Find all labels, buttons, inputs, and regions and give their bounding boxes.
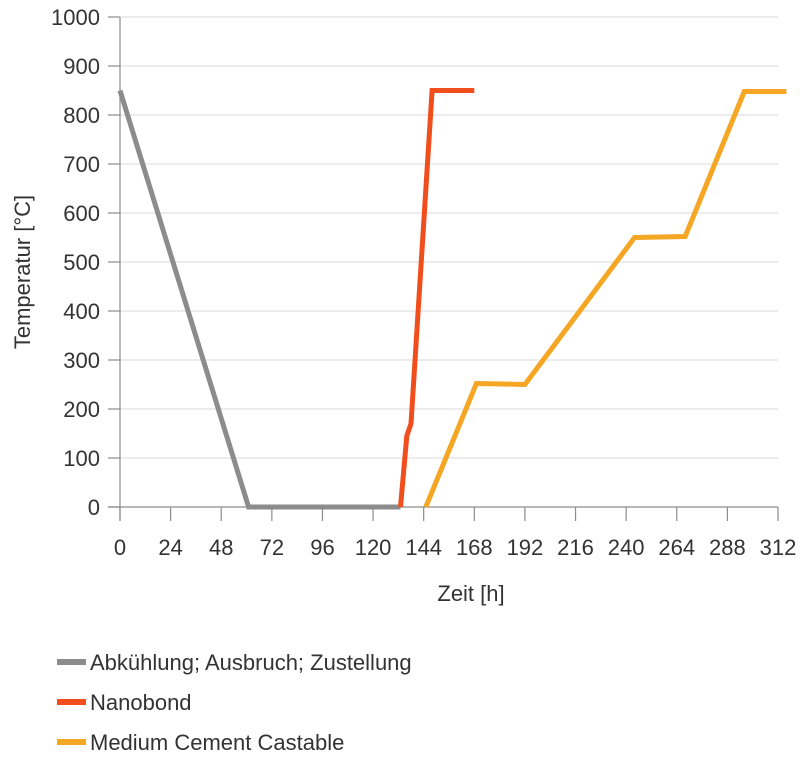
legend-label: Abkühlung; Ausbruch; Zustellung: [90, 650, 412, 675]
y-tick-label: 700: [63, 152, 100, 177]
y-axis-title: Temperatur [°C]: [10, 195, 35, 349]
series-line-2: [398, 88, 475, 508]
y-tick-label: 800: [63, 103, 100, 128]
series: [117, 88, 787, 510]
x-tick-label: 144: [405, 535, 442, 560]
x-tick-label: 312: [760, 535, 797, 560]
legend-item: Medium Cement Castable: [57, 730, 344, 755]
x-tick-label: 240: [608, 535, 645, 560]
legend: Abkühlung; Ausbruch; Zustellung Nanobond M…: [57, 650, 412, 755]
y-tick-label: 100: [63, 446, 100, 471]
y-tick-label: 1000: [51, 5, 100, 30]
tick-labels: 0 100 200 300 400 500 600 700 800 900 1000 0 24 48 72 9…: [51, 5, 796, 560]
x-tick-label: 0: [114, 535, 126, 560]
y-tick-label: 900: [63, 54, 100, 79]
axes: [108, 16, 779, 521]
x-tick-label: 264: [658, 535, 695, 560]
series-line-1: [117, 89, 401, 510]
x-tick-label: 96: [310, 535, 334, 560]
grid: [120, 16, 778, 459]
x-tick-label: 72: [260, 535, 284, 560]
y-tick-label: 300: [63, 348, 100, 373]
x-tick-label: 192: [507, 535, 544, 560]
x-tick-label: 48: [209, 535, 233, 560]
x-tick-label: 168: [456, 535, 493, 560]
legend-item: Abkühlung; Ausbruch; Zustellung: [57, 650, 412, 675]
x-tick-label: 216: [557, 535, 594, 560]
x-tick-label: 120: [355, 535, 392, 560]
legend-label: Medium Cement Castable: [90, 730, 344, 755]
y-tick-label: 500: [63, 250, 100, 275]
legend-item: Nanobond: [57, 690, 192, 715]
y-tick-label: 0: [88, 495, 100, 520]
x-tick-label: 288: [709, 535, 746, 560]
legend-label: Nanobond: [90, 690, 192, 715]
y-tick-label: 400: [63, 299, 100, 324]
series-line-3: [423, 89, 787, 508]
y-tick-label: 600: [63, 201, 100, 226]
x-axis-title: Zeit [h]: [437, 581, 504, 606]
x-tick-label: 24: [158, 535, 182, 560]
y-tick-label: 200: [63, 397, 100, 422]
